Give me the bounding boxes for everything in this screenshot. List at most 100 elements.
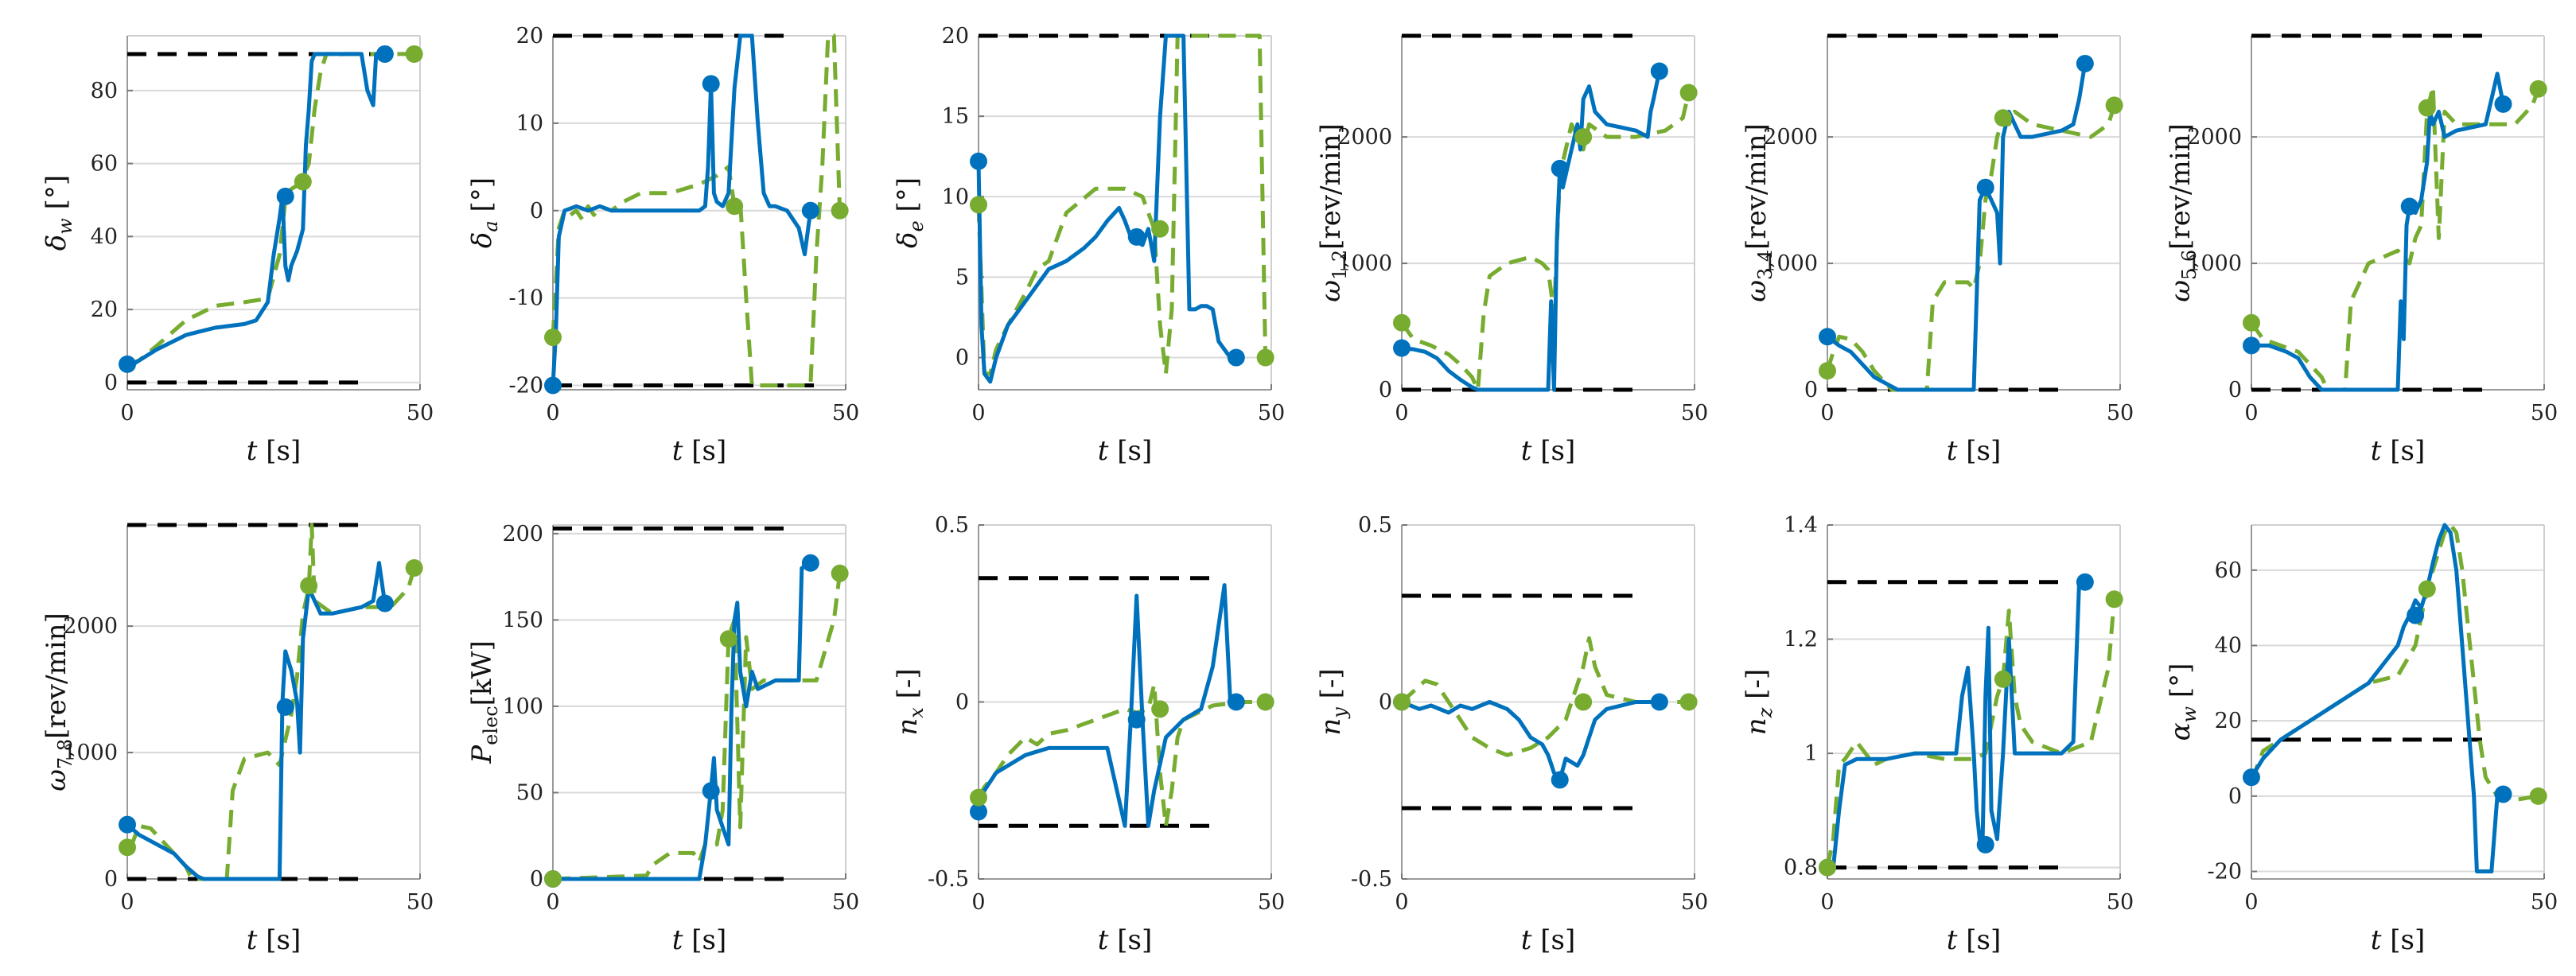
y-tick-label: 10: [516, 111, 543, 136]
series-line-blue: [2249, 523, 2504, 873]
x-axis-label: t [s]: [247, 435, 301, 467]
x-tick-label: 0: [546, 401, 559, 426]
x-axis-label: t [s]: [247, 924, 301, 956]
marker-blue: [702, 782, 720, 800]
series-group: [970, 583, 1274, 828]
marker-blue: [376, 594, 394, 612]
x-tick-label: 50: [2107, 890, 2134, 915]
series-group: [2243, 72, 2547, 392]
x-axis-label: t [s]: [2371, 924, 2425, 956]
series-group: [1819, 573, 2123, 877]
x-tick-label: 50: [2107, 401, 2134, 426]
y-tick-label: 150: [502, 608, 543, 632]
marker-blue: [1127, 710, 1146, 729]
y-tick-label: -10: [509, 286, 543, 311]
y-tick-label: -0.5: [928, 867, 969, 892]
y-axis-label: αw [°]: [2165, 663, 2200, 741]
y-tick-label: 20: [91, 297, 118, 322]
series-line-blue: [976, 583, 1236, 828]
y-axis-label: ω1,2[rev/min]: [1315, 123, 1351, 301]
marker-green: [1574, 128, 1593, 146]
x-tick-label: 50: [1681, 401, 1708, 426]
marker-blue: [2494, 95, 2512, 113]
series-line-green: [1400, 636, 1689, 757]
x-axis-label: t [s]: [1521, 924, 1575, 956]
marker-green: [719, 630, 737, 648]
marker-green: [1994, 670, 2012, 688]
marker-green: [970, 196, 987, 214]
x-tick-label: 50: [2531, 890, 2558, 915]
y-tick-label: 2000: [1337, 125, 1392, 150]
y-tick-label: 0: [2228, 784, 2242, 809]
y-axis-label: ω3,4[rev/min]: [1741, 123, 1776, 301]
series-line-blue: [1401, 700, 1660, 782]
x-tick-label: 50: [832, 890, 859, 915]
y-tick-label: 1.4: [1784, 513, 1818, 538]
subplot-delta_w: 0 20 40 60 80 0 50 t [s] δw [°]: [41, 35, 434, 467]
y-tick-label: 20: [2215, 709, 2242, 733]
marker-green: [831, 201, 849, 220]
y-tick-label: 0: [955, 346, 969, 371]
marker-blue: [1551, 771, 1569, 789]
x-tick-label: 0: [971, 401, 985, 426]
y-tick-label: 40: [91, 224, 118, 249]
y-tick-label: 1000: [63, 741, 118, 765]
marker-blue: [2243, 768, 2260, 787]
marker-green: [1256, 693, 1274, 711]
y-tick-label: 5: [955, 265, 969, 290]
marker-blue: [1227, 693, 1245, 711]
y-tick-label: 1000: [2187, 251, 2242, 276]
y-tick-label: 10: [942, 185, 969, 209]
marker-blue: [1819, 328, 1836, 346]
marker-green: [294, 173, 312, 191]
x-axis-label: t [s]: [1098, 435, 1152, 467]
marker-blue: [1127, 227, 1146, 246]
marker-blue: [2076, 54, 2094, 72]
marker-green: [1256, 348, 1274, 367]
marker-green: [1393, 313, 1411, 332]
y-tick-label: 15: [942, 104, 969, 129]
marker-blue: [970, 803, 987, 821]
subplot-n_y: -0.500.50 50t [s]ny [-]: [1315, 513, 1708, 956]
series-line-blue: [1401, 70, 1662, 392]
y-tick-label: 0: [530, 199, 543, 224]
marker-blue: [1650, 693, 1668, 711]
marker-blue: [276, 698, 294, 716]
marker-blue: [1551, 159, 1569, 177]
marker-green: [2418, 99, 2436, 117]
series-group: [2243, 523, 2547, 873]
marker-blue: [1227, 348, 1245, 367]
marker-green: [2418, 580, 2436, 598]
x-tick-label: 0: [2244, 890, 2258, 915]
x-tick-label: 0: [971, 890, 985, 915]
x-tick-label: 0: [1820, 401, 1834, 426]
marker-blue: [276, 187, 294, 205]
marker-blue: [2243, 336, 2260, 355]
x-tick-label: 0: [1820, 890, 1834, 915]
y-tick-label: 0.8: [1784, 856, 1818, 881]
subplot-omega_78: 0 1000 2000 0 50 t [s] ω7,8[rev/min]: [41, 523, 434, 956]
y-tick-label: 20: [942, 24, 969, 49]
marker-green: [726, 197, 744, 216]
x-tick-label: 0: [120, 401, 134, 426]
series-group: [119, 45, 423, 373]
series-line-blue: [127, 52, 385, 367]
series-group: [544, 33, 849, 395]
y-tick-label: 1000: [1337, 251, 1392, 276]
series-line-blue: [2251, 72, 2505, 392]
x-axis-label: t [s]: [672, 435, 726, 467]
x-tick-label: 50: [2531, 401, 2558, 426]
series-group: [1393, 636, 1698, 789]
marker-green: [405, 45, 423, 63]
marker-green: [300, 577, 318, 595]
marker-green: [2529, 80, 2547, 98]
marker-green: [970, 788, 987, 807]
y-axis-label: δe [°]: [892, 177, 928, 248]
marker-green: [1679, 693, 1698, 711]
marker-blue: [801, 554, 819, 572]
y-tick-label: -20: [2208, 860, 2242, 885]
x-tick-label: 50: [832, 401, 859, 426]
marker-blue: [2407, 606, 2425, 624]
series-line-green: [1399, 91, 1691, 392]
y-tick-label: 0: [104, 371, 118, 395]
